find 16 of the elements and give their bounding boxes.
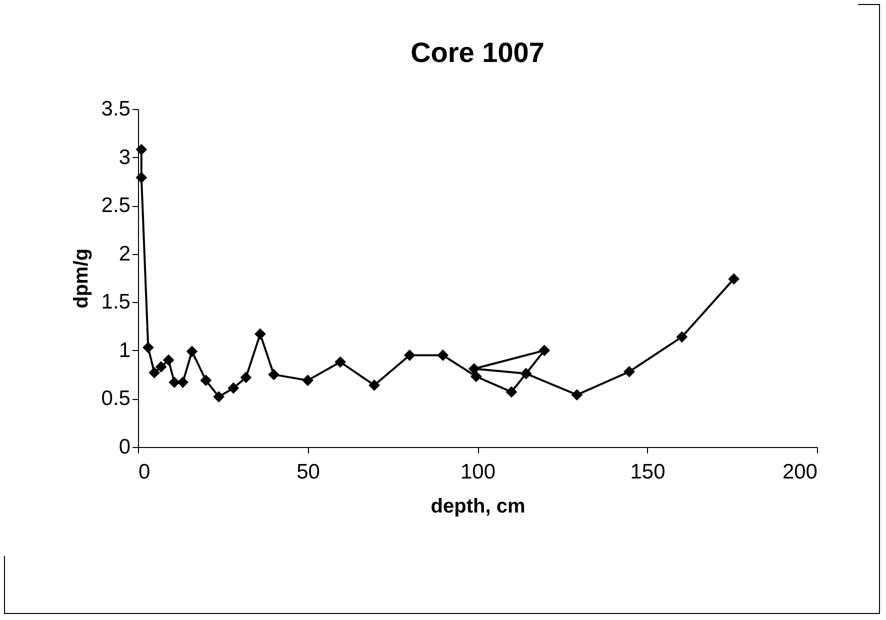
y-tick-label: 2	[118, 242, 130, 266]
y-tick-label: 0.5	[101, 387, 130, 410]
x-tick-label: 200	[782, 460, 818, 484]
y-tick-label: 1.5	[101, 290, 130, 314]
x-tick-label: 50	[296, 460, 320, 484]
y-tick-label: 2.5	[101, 194, 130, 218]
y-tick-label: 0	[118, 436, 130, 458]
chart-title: Core 1007	[410, 37, 544, 68]
x-tick-label: 100	[460, 460, 496, 484]
x-tick-label: 150	[630, 460, 666, 484]
y-tick-label: 3	[118, 146, 130, 169]
x-axis-title: depth, cm	[430, 496, 526, 518]
x-tick-label: 0	[138, 460, 150, 484]
y-tick-label: 1	[118, 338, 130, 362]
y-axis-title: dpm/g	[70, 248, 92, 308]
y-tick-label: 3.5	[101, 98, 130, 120]
